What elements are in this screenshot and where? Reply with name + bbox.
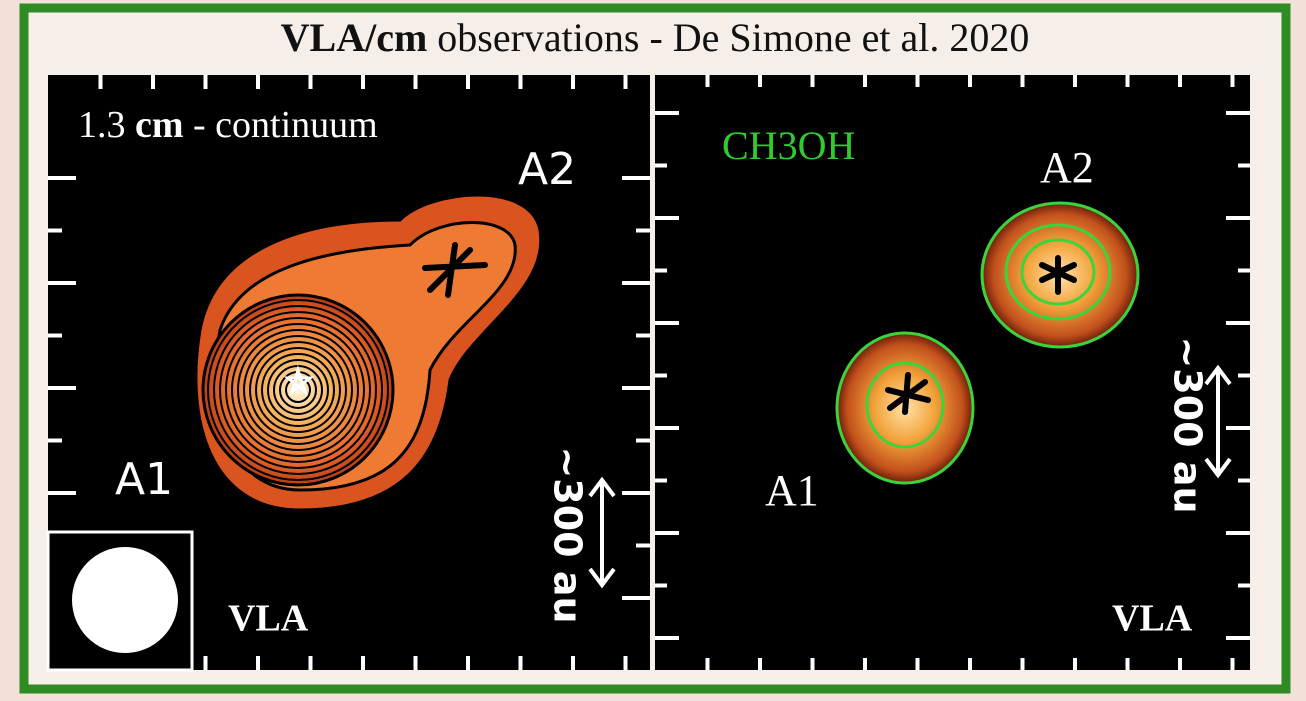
source-label: A1 <box>115 454 173 505</box>
scale-label: ~300 au <box>546 446 590 623</box>
title-bold: VLA/cm <box>281 15 428 60</box>
beam <box>72 547 178 653</box>
source-label: A2 <box>1040 143 1094 192</box>
slide: VLA/cm observations - De Simone et al. 2… <box>0 0 1306 701</box>
title-rest: observations - De Simone et al. 2020 <box>427 15 1029 60</box>
title: VLA/cm observations - De Simone et al. 2… <box>281 15 1030 60</box>
label-suffix: - continuum <box>184 104 378 146</box>
label-bold: cm <box>135 104 184 146</box>
scale-label: ~300 au <box>1166 336 1210 513</box>
source-label: A1 <box>765 466 819 515</box>
panel-label: 1.3 cm - continuum <box>78 104 378 146</box>
telescope-label: VLA <box>1112 598 1193 640</box>
telescope-label: VLA <box>228 598 309 640</box>
molecule-label: CH3OH <box>722 123 855 168</box>
label-prefix: 1.3 <box>78 104 135 146</box>
left-panel: 1.3 cm - continuum A2 A1 VLA ~300 au <box>48 75 650 670</box>
source-label: A2 <box>518 144 576 195</box>
right-panel: CH3OH A2 A1 VLA ~300 au <box>655 75 1250 670</box>
